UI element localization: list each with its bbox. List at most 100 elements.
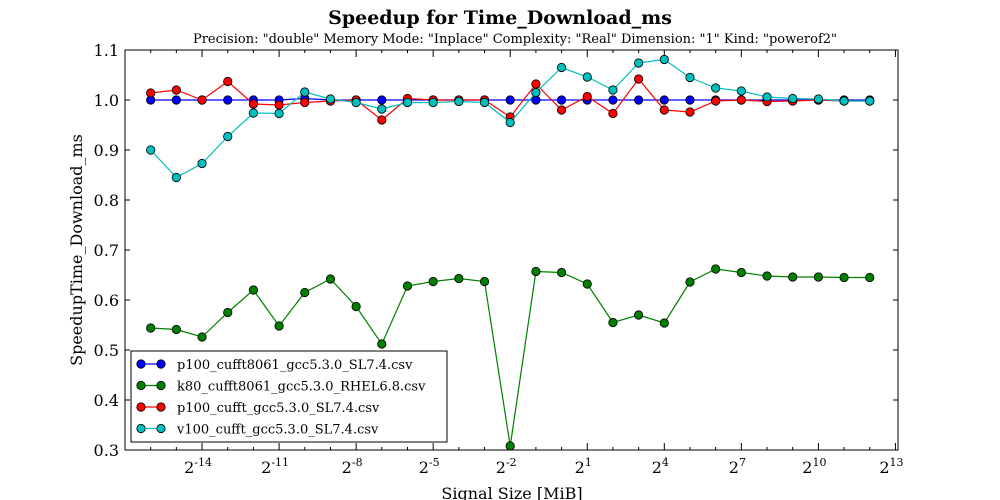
data-point xyxy=(762,271,772,281)
x-tick-exponent: -11 xyxy=(271,456,289,469)
data-point xyxy=(608,95,618,105)
data-point xyxy=(223,131,233,142)
y-tick-label: 0.8 xyxy=(94,191,119,210)
data-point xyxy=(608,85,618,95)
data-point xyxy=(377,339,387,349)
x-tick-label: 2-14 xyxy=(184,456,212,477)
x-tick-exponent: 1 xyxy=(585,456,592,469)
x-tick-exponent: 10 xyxy=(812,456,826,469)
x-tick-label: 2-2 xyxy=(496,456,517,477)
data-point xyxy=(197,158,207,169)
x-tick-label: 2-5 xyxy=(419,456,440,477)
legend-marker xyxy=(136,402,146,412)
data-point xyxy=(556,62,567,73)
data-point xyxy=(505,117,515,128)
data-point xyxy=(146,323,156,333)
x-tick-label: 2-8 xyxy=(342,456,363,477)
legend-item: p100_cufft_gcc5.3.0_SL7.4.csv xyxy=(136,401,380,416)
legend-label: k80_cufft8061_gcc5.3.0_RHEL6.8.csv xyxy=(177,380,426,395)
y-tick-label: 0.7 xyxy=(94,241,119,260)
data-point xyxy=(711,83,721,93)
series-2 xyxy=(146,264,875,451)
data-point xyxy=(685,277,695,287)
data-point xyxy=(479,97,490,108)
data-point xyxy=(146,145,156,155)
y-tick-label: 0.5 xyxy=(94,341,119,360)
x-tick-base: 2 xyxy=(575,458,585,477)
data-point xyxy=(325,274,336,284)
data-point xyxy=(248,108,259,118)
x-axis: 2-14 2-11 2-8 2-5 2-2 21 24 27 210 213 xyxy=(124,50,904,477)
data-point xyxy=(608,108,618,119)
legend-item: p100_cufft8061_gcc5.3.0_SL7.4.csv xyxy=(136,358,413,373)
data-point xyxy=(556,267,567,278)
data-point xyxy=(454,273,464,284)
legend-marker xyxy=(136,359,146,369)
data-point xyxy=(788,272,798,282)
x-tick-label: 27 xyxy=(729,456,746,477)
data-point xyxy=(788,93,798,104)
y-axis-label: SpeedupTime_Download_ms xyxy=(67,134,86,366)
x-tick-exponent: 4 xyxy=(662,456,669,469)
chart-subtitle: Precision: "double" Memory Mode: "Inplac… xyxy=(193,32,837,47)
data-point xyxy=(634,310,644,320)
data-point xyxy=(685,72,695,83)
data-point xyxy=(300,87,310,97)
data-point xyxy=(248,99,259,109)
data-point xyxy=(531,266,541,277)
data-point xyxy=(685,95,695,105)
x-tick-label: 213 xyxy=(879,456,903,477)
x-tick-label: 21 xyxy=(575,456,592,477)
data-point xyxy=(377,95,387,105)
data-point xyxy=(454,96,464,107)
y-tick-label: 0.3 xyxy=(94,441,119,460)
data-point xyxy=(171,324,181,335)
data-point xyxy=(659,105,669,115)
data-point xyxy=(274,321,284,331)
data-point xyxy=(505,95,515,105)
data-point xyxy=(274,100,284,110)
series-3 xyxy=(146,74,875,125)
data-point xyxy=(839,96,849,106)
data-point xyxy=(300,287,310,298)
data-point xyxy=(402,97,413,108)
data-point xyxy=(762,92,772,102)
data-point xyxy=(377,104,387,114)
x-axis-label: Signal Size [MiB] xyxy=(441,484,582,500)
data-point xyxy=(171,172,181,183)
data-point xyxy=(634,58,644,68)
legend-label: v100_cufft_gcc5.3.0_SL7.4.csv xyxy=(176,423,379,438)
data-point xyxy=(582,91,592,102)
data-point xyxy=(223,76,233,87)
data-point xyxy=(274,108,284,119)
legend: p100_cufft8061_gcc5.3.0_SL7.4.csv k80_cuf… xyxy=(130,350,448,443)
x-tick-label: 210 xyxy=(802,456,826,477)
x-tick-label: 24 xyxy=(652,456,669,477)
data-point xyxy=(351,301,361,312)
data-point xyxy=(197,95,207,105)
y-tick-label: 0.4 xyxy=(94,391,119,410)
y-tick-label: 0.9 xyxy=(94,141,119,160)
x-tick-exponent: -5 xyxy=(429,456,440,469)
x-tick-exponent: 13 xyxy=(890,456,904,469)
data-point xyxy=(582,72,592,82)
data-point xyxy=(608,317,618,328)
x-tick-base: 2 xyxy=(729,458,739,477)
y-tick-label: 1.1 xyxy=(94,41,119,60)
series-group xyxy=(146,54,875,451)
data-point xyxy=(351,97,361,108)
data-point xyxy=(197,332,207,342)
data-point xyxy=(325,94,336,104)
data-point xyxy=(428,97,438,108)
data-point xyxy=(813,94,823,104)
data-point xyxy=(171,85,181,95)
x-tick-base: 2 xyxy=(496,458,506,477)
data-point xyxy=(402,281,413,291)
x-tick-base: 2 xyxy=(802,458,812,477)
data-point xyxy=(479,276,490,287)
data-point xyxy=(865,272,875,283)
data-point xyxy=(659,95,669,105)
chart-title: Speedup for Time_Download_ms xyxy=(328,7,672,29)
legend-marker xyxy=(156,402,166,412)
y-tick-label: 0.6 xyxy=(94,291,119,310)
